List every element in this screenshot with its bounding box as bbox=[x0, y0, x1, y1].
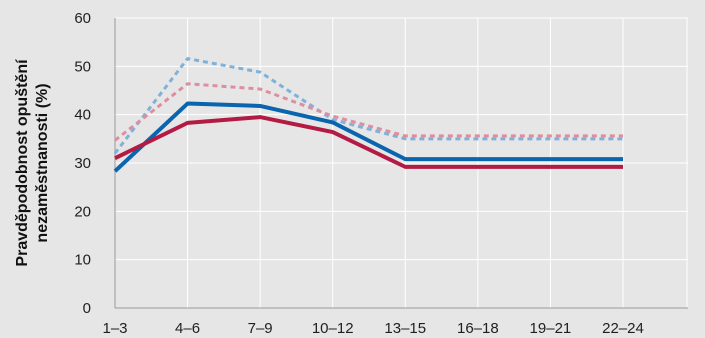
y-axis-title-line-1: nezaměstnanosti (%) bbox=[34, 83, 51, 242]
y-tick-label-20: 20 bbox=[74, 203, 91, 220]
y-axis-title: Pravděpodobnost opuštění nezaměstnanosti … bbox=[14, 59, 51, 267]
tick-labels: 0 10 20 30 40 50 60 1–3 4–6 7–9 10–12 13–15 16–18 19–… bbox=[74, 10, 644, 337]
x-tick-label-5: 16–18 bbox=[457, 320, 499, 337]
gridlines bbox=[114, 17, 688, 308]
x-tick-label-1: 4–6 bbox=[175, 320, 200, 337]
y-tick-label-10: 10 bbox=[74, 252, 91, 269]
series-lines bbox=[113, 57, 623, 173]
series-line-3 bbox=[114, 82, 623, 142]
y-tick-label-40: 40 bbox=[74, 107, 91, 124]
series-line-1 bbox=[114, 115, 623, 169]
y-tick-label-30: 30 bbox=[74, 155, 91, 172]
x-tick-label-7: 22–24 bbox=[602, 320, 644, 337]
x-tick-label-3: 10–12 bbox=[312, 320, 354, 337]
y-tick-label-60: 60 bbox=[74, 10, 91, 27]
series-line-2 bbox=[113, 57, 623, 155]
x-tick-label-2: 7–9 bbox=[248, 320, 273, 337]
y-axis-title-line-0: Pravděpodobnost opuštění bbox=[14, 59, 31, 267]
x-tick-label-6: 19–21 bbox=[530, 320, 572, 337]
x-tick-label-0: 1–3 bbox=[102, 320, 127, 337]
x-tick-label-4: 13–15 bbox=[384, 320, 426, 337]
y-tick-label-0: 0 bbox=[83, 300, 91, 317]
axes bbox=[114, 18, 688, 309]
series-line-0 bbox=[113, 101, 623, 173]
y-tick-label-50: 50 bbox=[74, 58, 91, 75]
